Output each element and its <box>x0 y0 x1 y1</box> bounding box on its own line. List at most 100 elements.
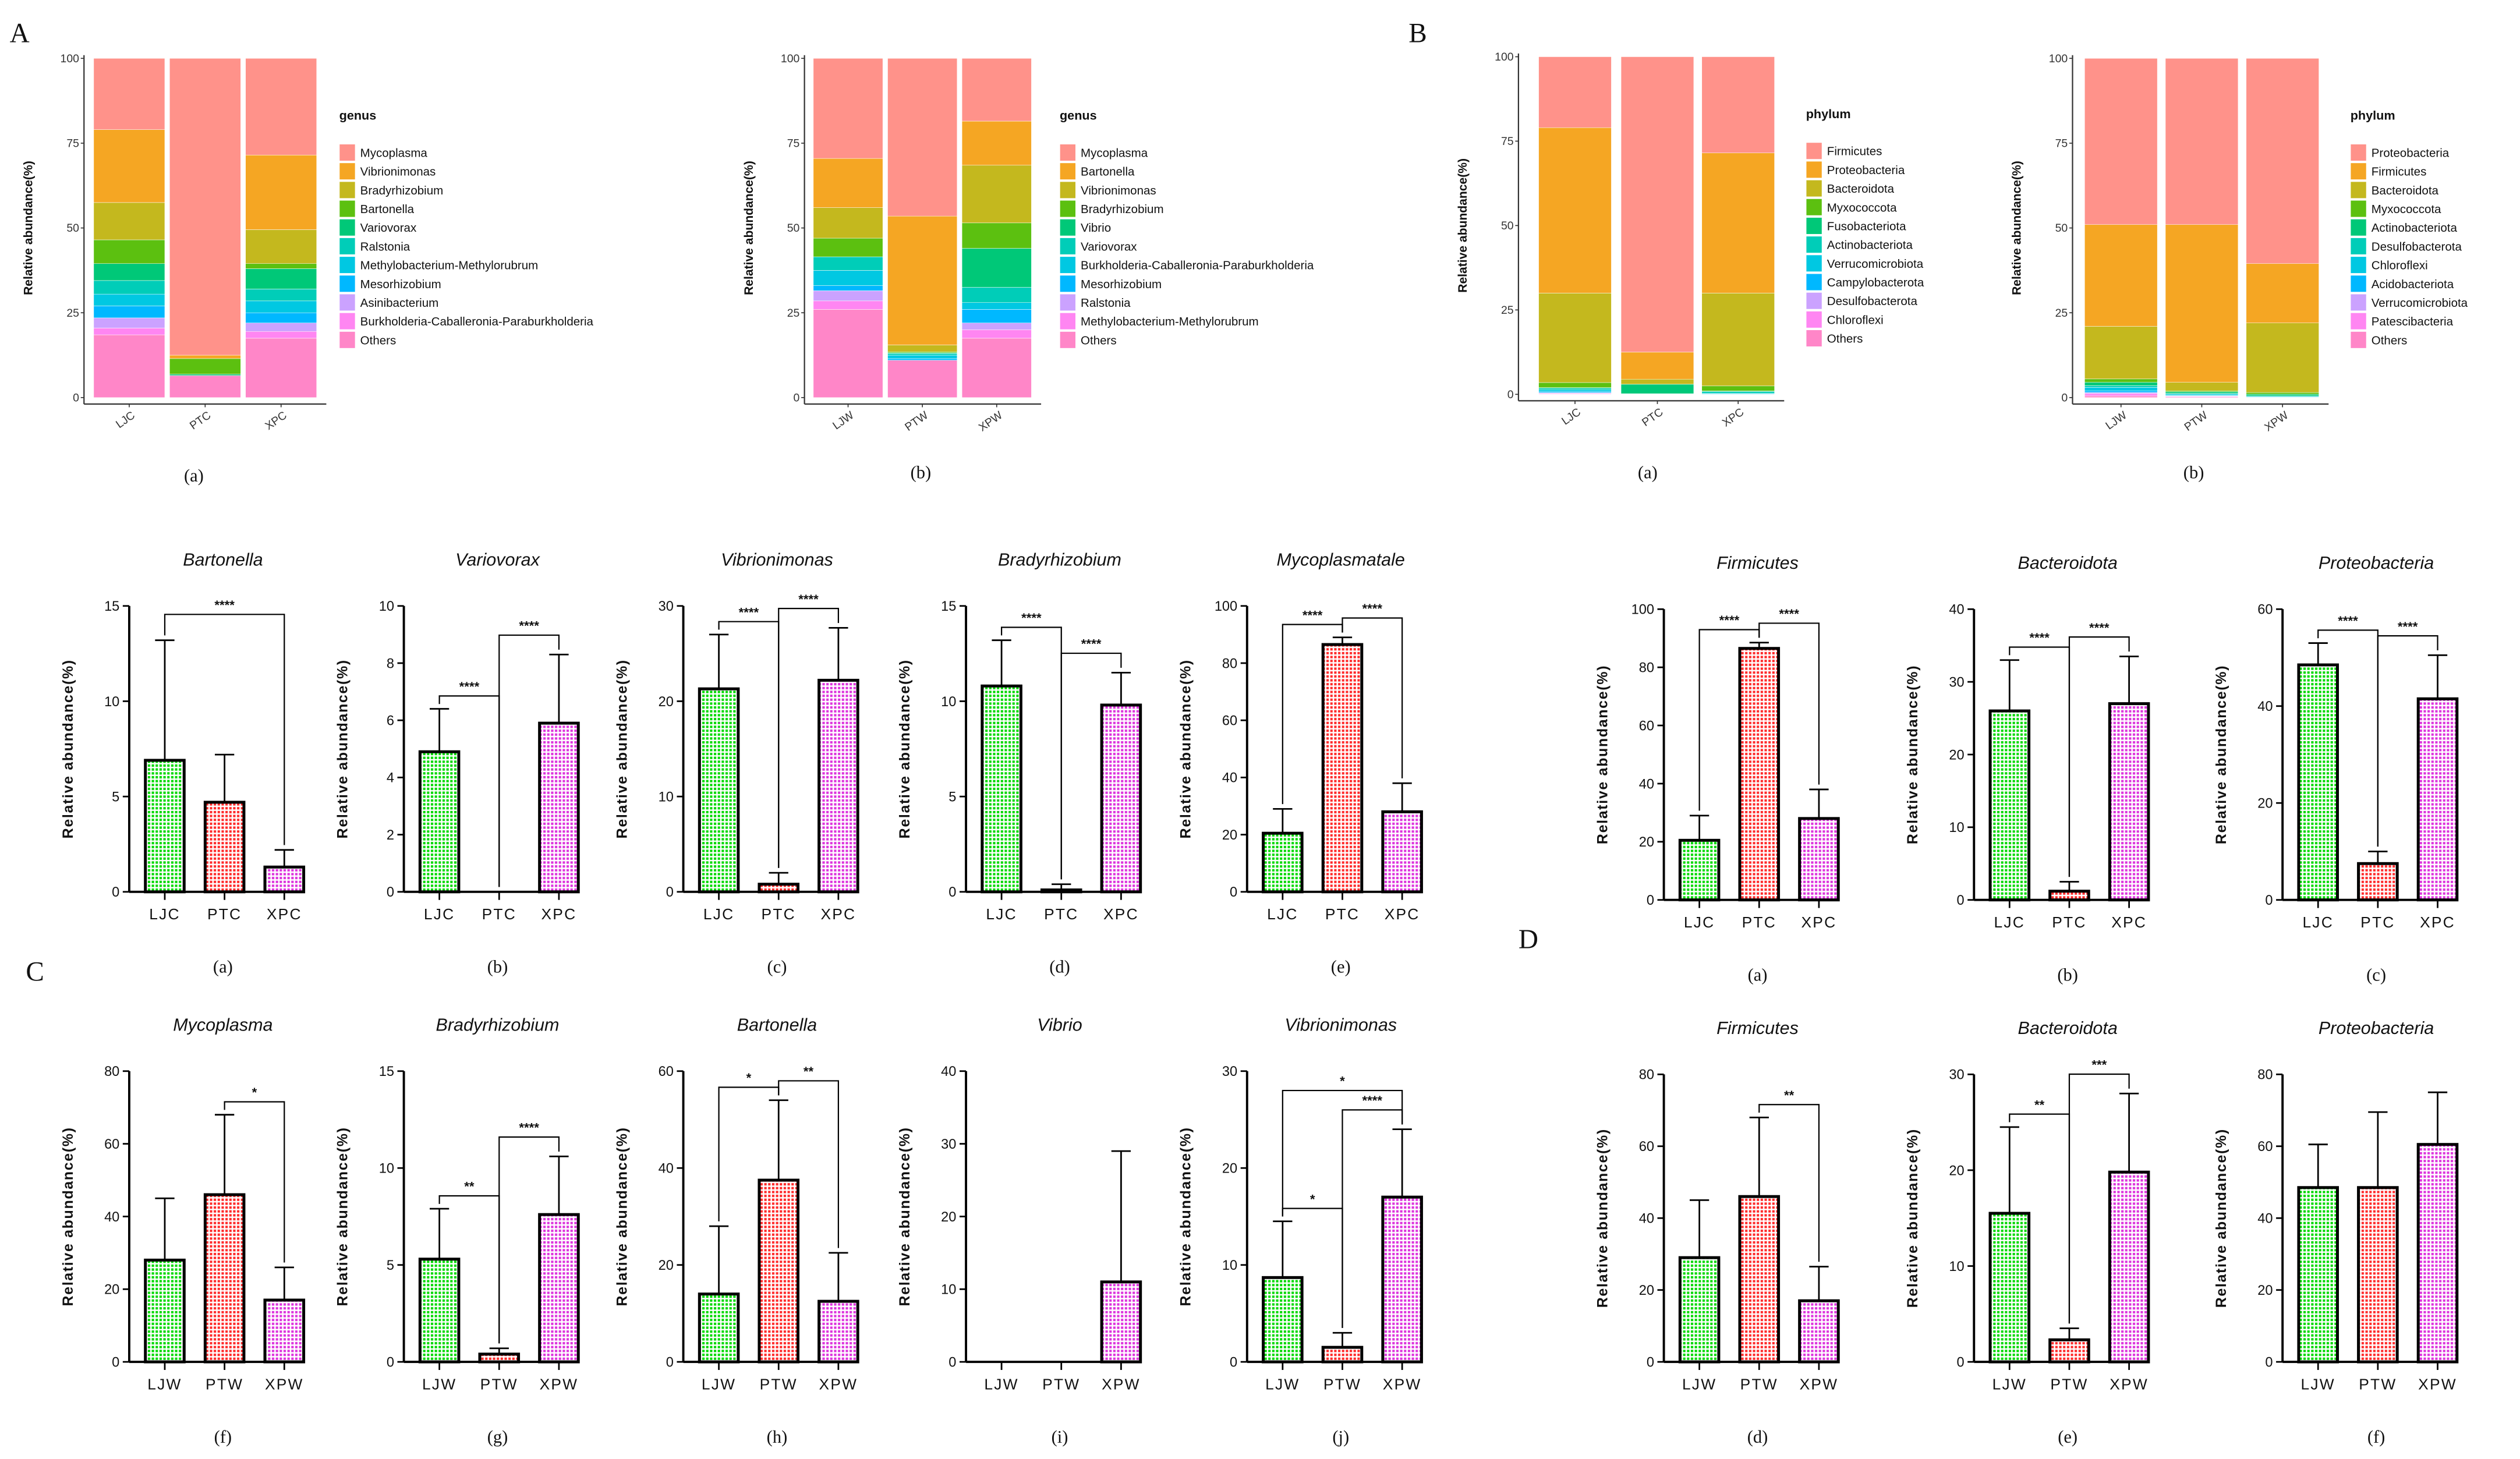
legend-swatch <box>1059 143 1077 162</box>
bar <box>1321 643 1364 894</box>
bar-segment <box>245 289 317 302</box>
legend-label: Mesorhizobium <box>1081 278 1162 291</box>
chart-c-b: 0 2 4 6 8 10 Relative abundance(%) Variovorax LJ… <box>334 550 580 977</box>
sub-label: (j) <box>1332 1427 1349 1447</box>
bar-segment <box>1620 384 1694 394</box>
sub-label: (h) <box>767 1427 788 1447</box>
legend-swatch <box>338 237 356 256</box>
legend-title: genus <box>339 108 377 123</box>
sub-label: (d) <box>1049 957 1070 977</box>
sub-label: (a) <box>184 466 204 486</box>
y-tick-label: 75 <box>66 137 79 150</box>
legend-swatch <box>1059 256 1077 274</box>
y-tick-label: 20 <box>1222 827 1237 842</box>
bar <box>263 1298 306 1364</box>
sub-label: (b) <box>2057 965 2078 985</box>
significance-label: * <box>252 1085 257 1100</box>
x-tick-label: LJW <box>2301 1375 2335 1393</box>
bar-segment <box>961 323 1032 330</box>
y-tick-label: 50 <box>2055 222 2068 235</box>
y-tick-label: 40 <box>2257 1211 2273 1226</box>
legend-swatch <box>1806 198 1823 217</box>
bar-segment <box>961 309 1032 323</box>
chart-c-d: 0 5 10 15 Relative abundance(%) Bradyrhizobiu… <box>897 550 1142 977</box>
bar-segment <box>2084 326 2158 380</box>
sub-label: (d) <box>1747 1427 1768 1447</box>
bar-segment <box>2084 387 2158 391</box>
x-tick-label: PTC <box>2360 913 2395 931</box>
x-tick-label: XPC <box>2420 913 2455 931</box>
y-tick-label: 6 <box>387 713 394 728</box>
bar-segment <box>2165 382 2239 391</box>
legend-swatch <box>338 274 356 293</box>
y-tick-label: 10 <box>659 789 674 804</box>
significance-label: **** <box>1719 613 1740 628</box>
y-tick-label: 0 <box>1647 1354 1654 1369</box>
sub-label: (a) <box>213 957 233 977</box>
significance-bracket <box>1342 617 1403 778</box>
bar <box>1988 709 2031 902</box>
significance-label: * <box>1310 1192 1315 1206</box>
bar-segment <box>887 358 958 361</box>
bar-segment <box>887 353 958 356</box>
legend-label: Myxococcota <box>1827 201 1897 214</box>
legend-swatch <box>338 143 356 162</box>
sub-label: (f) <box>2367 1427 2385 1447</box>
bar <box>418 1258 461 1364</box>
legend-swatch <box>1059 237 1077 256</box>
legend-swatch <box>1059 162 1077 180</box>
legend-swatch <box>338 331 356 349</box>
bar-segment <box>2246 394 2319 396</box>
x-tick-label: PTW <box>2050 1375 2088 1393</box>
legend-label: Variovorax <box>360 221 417 235</box>
y-tick-label: 0 <box>2265 893 2273 908</box>
bar-segment <box>169 58 241 356</box>
bar <box>1381 1195 1423 1364</box>
y-tick-label: 10 <box>1949 1259 1964 1274</box>
legend-swatch <box>2349 312 2367 331</box>
x-tick-label: LJW <box>1992 1375 2027 1393</box>
chart-d-b: 0 10 20 30 40 Relative abundance(%) Bacteroido… <box>1905 553 2150 985</box>
legend-label: Bradyrhizobium <box>1081 203 1164 216</box>
y-tick-label: 100 <box>2049 52 2068 65</box>
y-tick-label: 5 <box>387 1258 394 1273</box>
x-tick-label: LJW <box>422 1375 456 1393</box>
x-tick-label: LJC <box>1684 913 1715 931</box>
x-tick-label: LJC <box>2302 913 2334 931</box>
bar-segment <box>2165 224 2239 383</box>
legend-label: Bacteroidota <box>1827 182 1895 196</box>
legend-label: Burkholderia-Caballeronia-Paraburkholder… <box>360 315 594 328</box>
x-tick-label: XPW <box>265 1375 304 1393</box>
significance-bracket <box>164 614 285 845</box>
legend-label: Vibrionimonas <box>1081 184 1156 197</box>
bar <box>1262 1276 1304 1364</box>
bar <box>1738 1195 1781 1364</box>
bar <box>2048 1338 2090 1364</box>
bar <box>203 801 246 894</box>
bar-segment <box>245 323 317 332</box>
x-tick-label: PTC <box>2052 913 2086 931</box>
y-axis-title: Relative abundance(%) <box>614 1127 630 1306</box>
x-tick-label: LJC <box>424 905 455 923</box>
chart-title: Mycoplasma <box>173 1015 272 1035</box>
x-tick-label: PTW <box>480 1375 518 1393</box>
x-tick-label: LJW <box>1682 1375 1716 1393</box>
y-axis-title: Relative abundance(%) <box>22 161 35 295</box>
chart-b-b: 0 25 50 75 100 Relative abundance(%) LJW PTW XPW… <box>2011 52 2468 483</box>
bar <box>144 1258 186 1364</box>
x-tick-label: PTW <box>1740 1375 1778 1393</box>
y-tick-label: 25 <box>1501 304 1514 317</box>
x-tick-label: LJW <box>984 1375 1018 1393</box>
chart-a-a: 0 25 50 75 100 Relative abundance(%) LJC PTC XPC… <box>22 52 593 486</box>
y-tick-label: 80 <box>1639 1067 1654 1082</box>
legend-swatch <box>1806 254 1823 272</box>
y-tick-label: 20 <box>659 1258 674 1273</box>
chart-c-j: 0 10 20 30 Relative abundance(%) Vibrionimona… <box>1178 1015 1423 1447</box>
x-tick-label: XPW <box>1102 1375 1141 1393</box>
panel-letter-b: B <box>1408 19 1427 49</box>
bar-segment <box>93 293 165 306</box>
chart-c-a: 0 5 10 15 Relative abundance(%) Bartonella LJC… <box>60 550 306 977</box>
legend-title: phylum <box>1806 107 1851 121</box>
bar <box>1100 1280 1142 1364</box>
significance-label: **** <box>214 598 235 612</box>
